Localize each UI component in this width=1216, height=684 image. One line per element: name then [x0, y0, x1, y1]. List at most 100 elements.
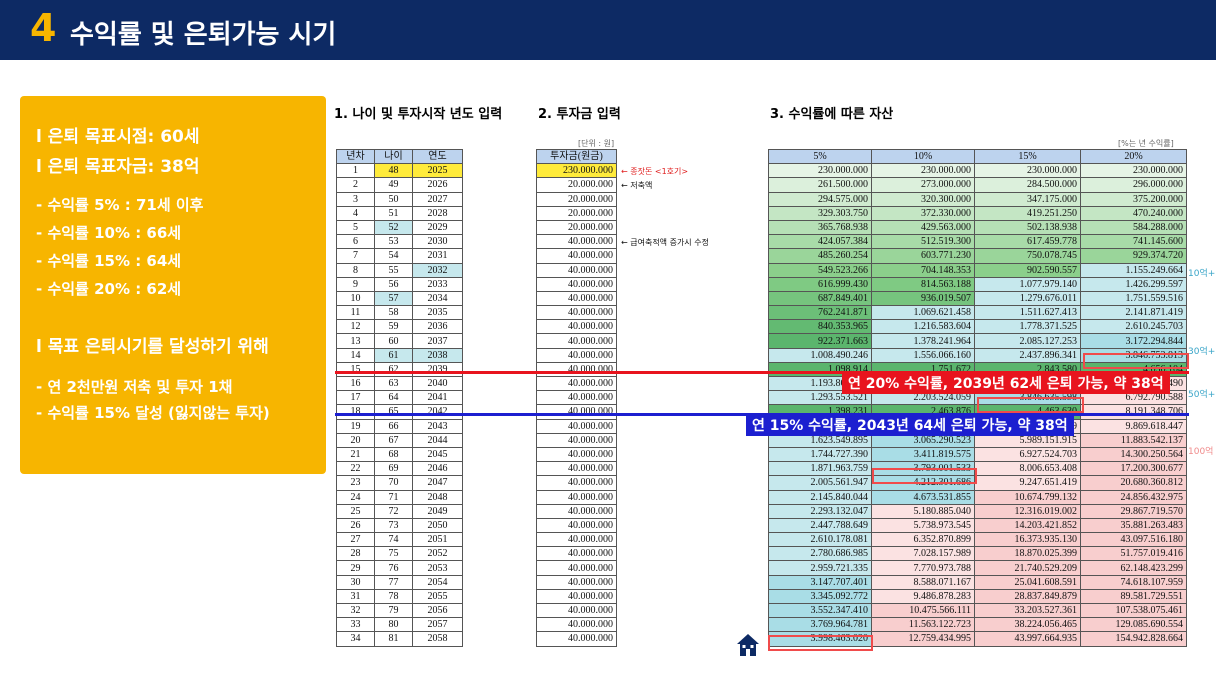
- year-cell: 2044: [412, 432, 463, 448]
- investment-cell[interactable]: 230.000.000: [536, 163, 617, 179]
- asset-cell: 3.552.347.410: [768, 602, 872, 619]
- asset-cell: 18.870.025.399: [974, 546, 1081, 562]
- investment-cell[interactable]: 40.000.000: [536, 276, 617, 292]
- table-row: 3 50 2027: [336, 191, 463, 207]
- investment-cell[interactable]: 40.000.000: [536, 390, 617, 406]
- red-milestone-line: [335, 371, 1189, 374]
- table-row: 40.000.000: [536, 617, 617, 633]
- investment-cell[interactable]: 40.000.000: [536, 404, 617, 420]
- note-seed-money: ← 종잣돈 <1호기>: [621, 167, 689, 176]
- investment-cell[interactable]: 40.000.000: [536, 262, 617, 278]
- year-cell: 2028: [412, 205, 463, 221]
- table-row: 6 53 2030: [336, 234, 463, 250]
- tier-label-100: 100억: [1188, 447, 1214, 457]
- age-cell: 55: [374, 262, 413, 278]
- investment-cell[interactable]: 40.000.000: [536, 375, 617, 392]
- asset-cell: 14.203.421.852: [974, 517, 1081, 534]
- asset-cell: 929.374.720: [1080, 248, 1187, 264]
- asset-cell: 603.771.230: [871, 248, 975, 264]
- asset-cell: 1.623.549.895: [768, 432, 872, 448]
- investment-cell[interactable]: 40.000.000: [536, 333, 617, 349]
- investment-cell[interactable]: 40.000.000: [536, 319, 617, 335]
- table-row: 4 51 2028: [336, 205, 463, 221]
- asset-cell: 375.200.000: [1080, 191, 1187, 207]
- asset-cell: 320.300.000: [871, 191, 975, 207]
- investment-cell[interactable]: 40.000.000: [536, 475, 617, 491]
- investment-cell[interactable]: 20.000.000: [536, 205, 617, 221]
- col-header-year: 연도: [412, 148, 463, 165]
- table-row: 2.610.178.081 6.352.870.899 16.373.935.130…: [768, 532, 1187, 548]
- asset-cell: 43.097.516.180: [1080, 532, 1187, 548]
- table-row: 1.871.963.759 3.793.001.533 8.006.653.408 1…: [768, 461, 1187, 477]
- investment-cell[interactable]: 40.000.000: [536, 602, 617, 619]
- investment-cell[interactable]: 40.000.000: [536, 248, 617, 264]
- table-row: 12 59 2036: [336, 319, 463, 335]
- table-row: 13 60 2037: [336, 333, 463, 349]
- investment-cell[interactable]: 40.000.000: [536, 446, 617, 463]
- table-row: 294.575.000 320.300.000 347.175.000 375.200…: [768, 191, 1187, 207]
- row-index-cell: 28: [336, 546, 375, 562]
- age-cell: 80: [374, 617, 413, 633]
- age-cell: 69: [374, 461, 413, 477]
- summary-panel: l 은퇴 목표시점: 60세 l 은퇴 목표자금: 38억 - 수익률 5% :…: [20, 96, 326, 474]
- investment-cell[interactable]: 40.000.000: [536, 418, 617, 434]
- table-row: 7 54 2031: [336, 248, 463, 264]
- age-cell: 58: [374, 305, 413, 321]
- col-header-10pct: 10%: [871, 148, 975, 165]
- section-number: 4: [30, 6, 57, 50]
- investment-cell[interactable]: 40.000.000: [536, 290, 617, 307]
- year-cell: 2035: [412, 305, 463, 321]
- age-cell: 52: [374, 219, 413, 236]
- asset-cell: 38.224.056.465: [974, 617, 1081, 633]
- investment-cell[interactable]: 40.000.000: [536, 588, 617, 605]
- investment-cell[interactable]: 40.000.000: [536, 560, 617, 576]
- asset-cell: 9.869.618.447: [1080, 418, 1187, 434]
- table-row: 20.000.000: [536, 191, 617, 207]
- age-cell: 50: [374, 191, 413, 207]
- investment-cell[interactable]: 40.000.000: [536, 532, 617, 548]
- table-row: 28 75 2052: [336, 546, 463, 562]
- asset-cell: 51.757.019.416: [1080, 546, 1187, 562]
- highlight-10pct-69: [872, 468, 977, 484]
- asset-cell: 429.563.000: [871, 219, 975, 236]
- asset-cell: 9.247.651.419: [974, 475, 1081, 491]
- investment-cell[interactable]: 40.000.000: [536, 234, 617, 250]
- investment-cell[interactable]: 40.000.000: [536, 489, 617, 505]
- table-row: 1 48 2025: [336, 163, 463, 179]
- age-cell: 53: [374, 234, 413, 250]
- investment-cell[interactable]: 40.000.000: [536, 503, 617, 519]
- table-row: 40.000.000: [536, 290, 617, 307]
- home-icon[interactable]: [736, 632, 760, 658]
- table-row: 40.000.000: [536, 574, 617, 590]
- investment-cell[interactable]: 40.000.000: [536, 574, 617, 590]
- asset-cell: 8.588.071.167: [871, 574, 975, 590]
- age-cell: 60: [374, 333, 413, 349]
- asset-cell: 261.500.000: [768, 177, 872, 193]
- investment-cell[interactable]: 40.000.000: [536, 361, 617, 378]
- goal-item-saving: - 연 2천만원 저축 및 투자 1채: [36, 378, 233, 396]
- investment-cell[interactable]: 20.000.000: [536, 219, 617, 236]
- asset-cell: 2.447.788.649: [768, 517, 872, 534]
- investment-cell[interactable]: 40.000.000: [536, 432, 617, 448]
- investment-cell[interactable]: 40.000.000: [536, 617, 617, 633]
- investment-cell[interactable]: 40.000.000: [536, 517, 617, 534]
- table-row: 1.623.549.895 3.065.290.523 5.989.151.915 1…: [768, 432, 1187, 448]
- asset-cell: 3.147.707.401: [768, 574, 872, 590]
- asset-cell: 89.581.729.551: [1080, 588, 1187, 605]
- investment-cell[interactable]: 40.000.000: [536, 347, 617, 363]
- table-row: 40.000.000: [536, 517, 617, 534]
- table-row: 32 79 2056: [336, 602, 463, 619]
- investment-cell[interactable]: 40.000.000: [536, 461, 617, 477]
- title-bar: 4 수익률 및 은퇴가능 시기: [0, 0, 1216, 60]
- asset-cell: 230.000.000: [974, 163, 1081, 179]
- investment-cell[interactable]: 20.000.000: [536, 177, 617, 193]
- investment-cell[interactable]: 20.000.000: [536, 191, 617, 207]
- page-title: 수익률 및 은퇴가능 시기: [70, 20, 337, 50]
- table-row: 19 66 2043: [336, 418, 463, 434]
- row-index-cell: 27: [336, 532, 375, 548]
- col-header-5pct: 5%: [768, 148, 872, 165]
- investment-cell[interactable]: 40.000.000: [536, 305, 617, 321]
- investment-cell[interactable]: 40.000.000: [536, 546, 617, 562]
- investment-cell[interactable]: 40.000.000: [536, 631, 617, 647]
- unit-label: [단위 : 원]: [578, 139, 615, 148]
